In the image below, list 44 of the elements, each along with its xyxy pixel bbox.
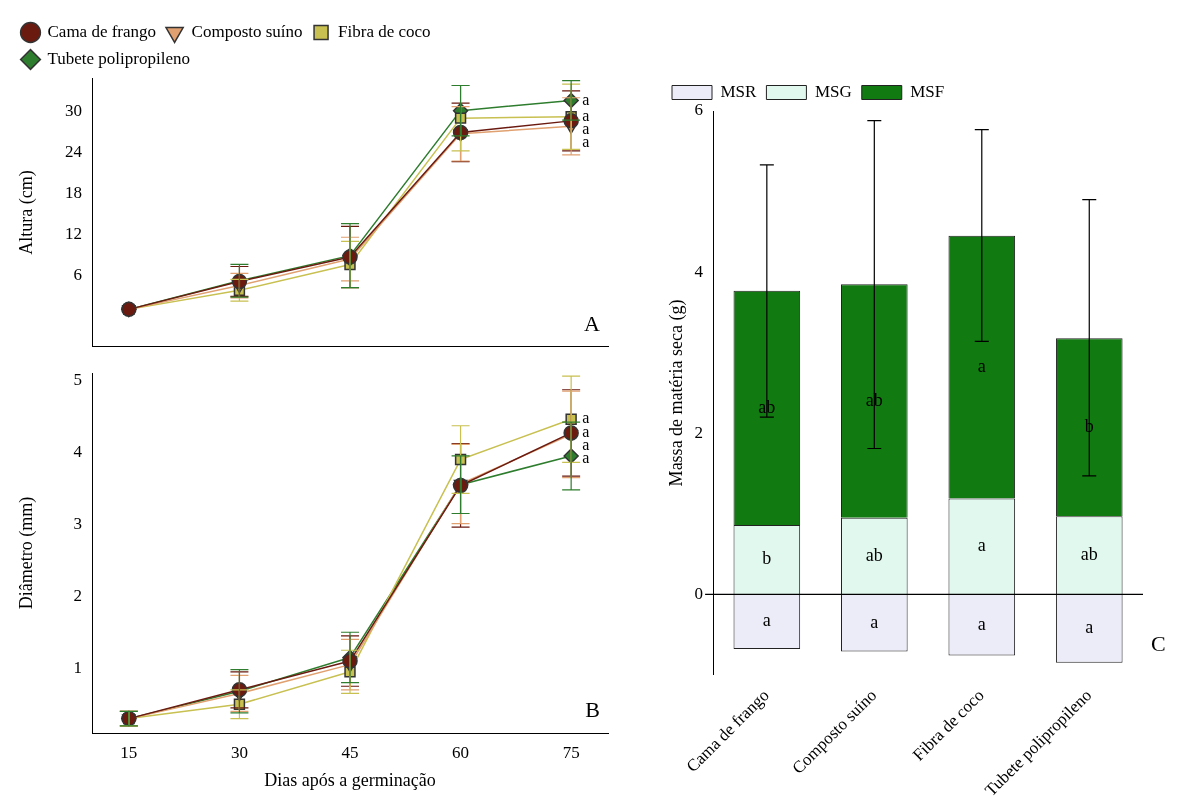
y-tick-label: 2 [73,585,82,605]
data-label: a [582,90,590,108]
data-label: ab [865,544,883,565]
data-label: a [977,535,986,556]
y-tick-label: 5 [73,369,82,389]
y-tick-label: 6 [694,100,704,120]
data-label: ab [1080,543,1098,564]
x-tick-label: 45 [341,742,359,762]
x-axis-title: Dias após a germinação [264,769,436,790]
y-axis-title: Altura (cm) [15,170,37,255]
y-tick-label: 12 [65,223,82,243]
legend-label: Fibra de coco [338,21,431,41]
data-label: a [977,355,986,376]
y-tick-label: 24 [65,142,83,162]
annotation: A [584,310,601,336]
y-tick-label: 4 [73,441,83,461]
data-label: a [870,611,879,632]
y-tick-label: 6 [73,264,82,284]
y-axis-title: Massa de matéria seca (g) [665,299,687,487]
data-label: a [762,610,771,631]
y-tick-label: 4 [694,261,704,281]
annotation: B [585,696,600,722]
x-tick-label: 30 [230,742,248,762]
legend-label: MSG [814,81,852,101]
x-tick-label: 60 [452,742,470,762]
y-tick-label: 18 [65,183,82,203]
legend-label: Composto suíno [191,21,303,41]
legend-label: Cama de frango [47,21,157,41]
y-tick-label: 3 [73,513,82,533]
x-tick-label: 15 [120,742,138,762]
y-tick-label: 2 [694,422,704,442]
data-label: a [1085,617,1094,638]
legend-label: MSF [910,81,945,101]
data-label: b [762,548,772,569]
data-label: a [582,106,590,124]
y-tick-label: 1 [73,657,82,677]
data-label: a [977,613,986,634]
x-tick-label: 75 [562,742,580,762]
text: C [1151,630,1166,656]
y-tick-label: 30 [65,101,82,121]
legend-label: MSR [720,81,758,101]
y-axis-title: Diâmetro (mm) [15,496,37,610]
y-tick-label: 0 [694,583,704,603]
legend-label: Tubete polipropileno [47,48,190,68]
